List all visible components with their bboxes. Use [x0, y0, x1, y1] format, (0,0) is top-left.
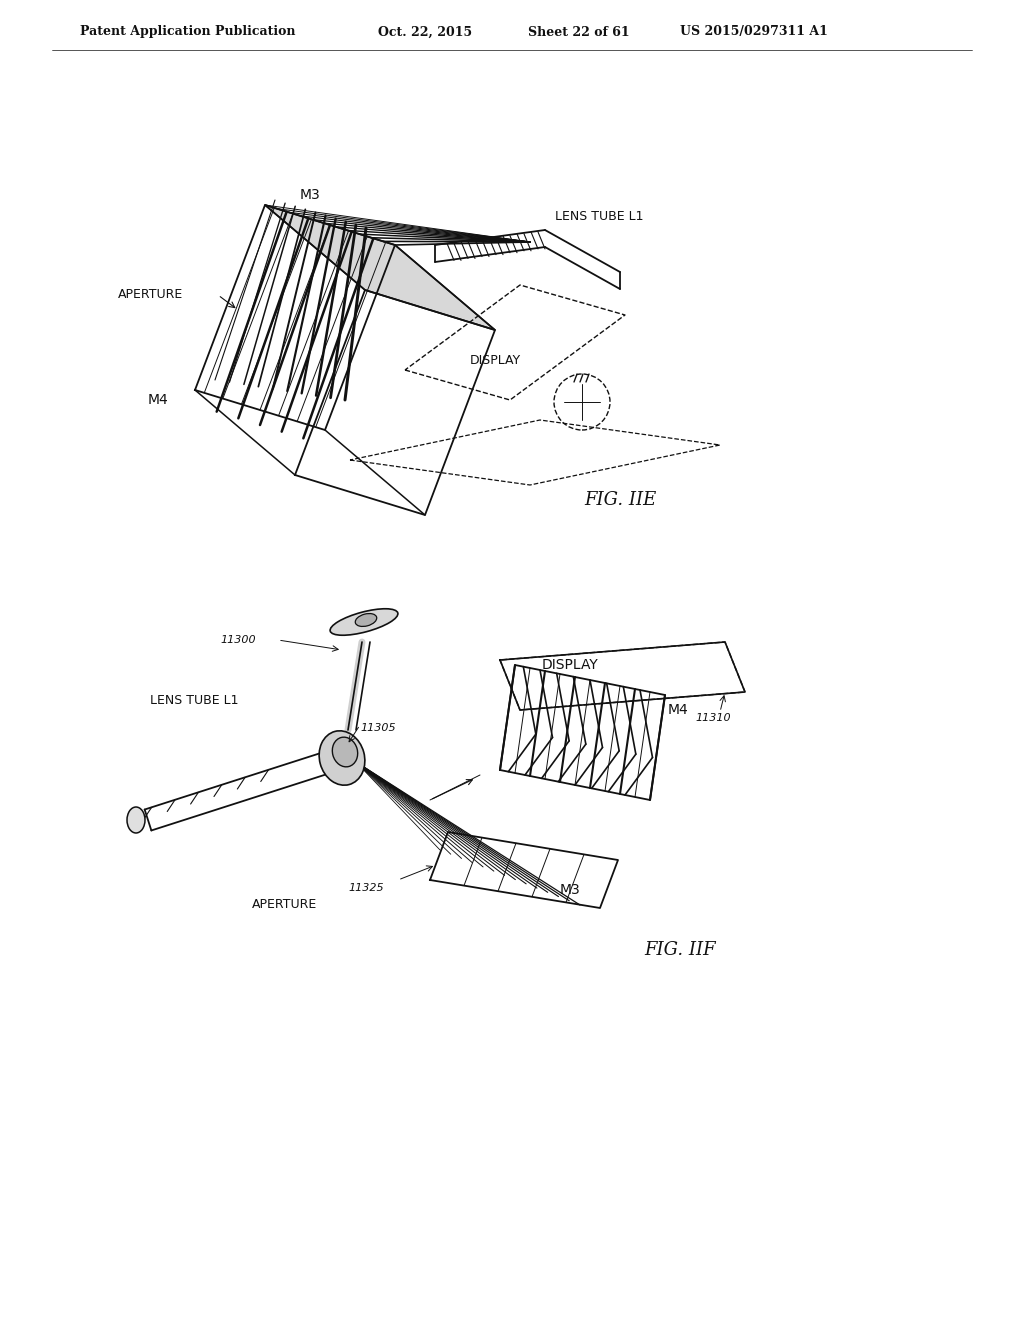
- Text: FIG. IIE: FIG. IIE: [584, 491, 656, 510]
- Text: Sheet 22 of 61: Sheet 22 of 61: [528, 25, 630, 38]
- Text: 11325: 11325: [348, 883, 384, 894]
- Text: M3: M3: [300, 187, 321, 202]
- Text: LENS TUBE L1: LENS TUBE L1: [555, 210, 643, 223]
- Text: DISPLAY: DISPLAY: [542, 657, 598, 672]
- Ellipse shape: [355, 614, 377, 627]
- Text: APERTURE: APERTURE: [118, 289, 183, 301]
- Text: 11300: 11300: [220, 635, 256, 645]
- Text: 11310: 11310: [695, 713, 731, 723]
- Ellipse shape: [333, 737, 357, 767]
- Text: M4: M4: [148, 393, 169, 407]
- Text: APERTURE: APERTURE: [252, 899, 317, 912]
- Text: US 2015/0297311 A1: US 2015/0297311 A1: [680, 25, 827, 38]
- Text: M4: M4: [668, 704, 689, 717]
- Text: Oct. 22, 2015: Oct. 22, 2015: [378, 25, 472, 38]
- Text: LENS TUBE L1: LENS TUBE L1: [150, 693, 239, 706]
- Text: DISPLAY: DISPLAY: [470, 354, 521, 367]
- Text: 11305: 11305: [360, 723, 395, 733]
- Text: Patent Application Publication: Patent Application Publication: [80, 25, 296, 38]
- Ellipse shape: [127, 807, 145, 833]
- Text: M3: M3: [560, 883, 581, 898]
- Polygon shape: [265, 205, 495, 330]
- Ellipse shape: [330, 609, 398, 635]
- Ellipse shape: [319, 731, 365, 785]
- Text: FIG. IIF: FIG. IIF: [644, 941, 716, 960]
